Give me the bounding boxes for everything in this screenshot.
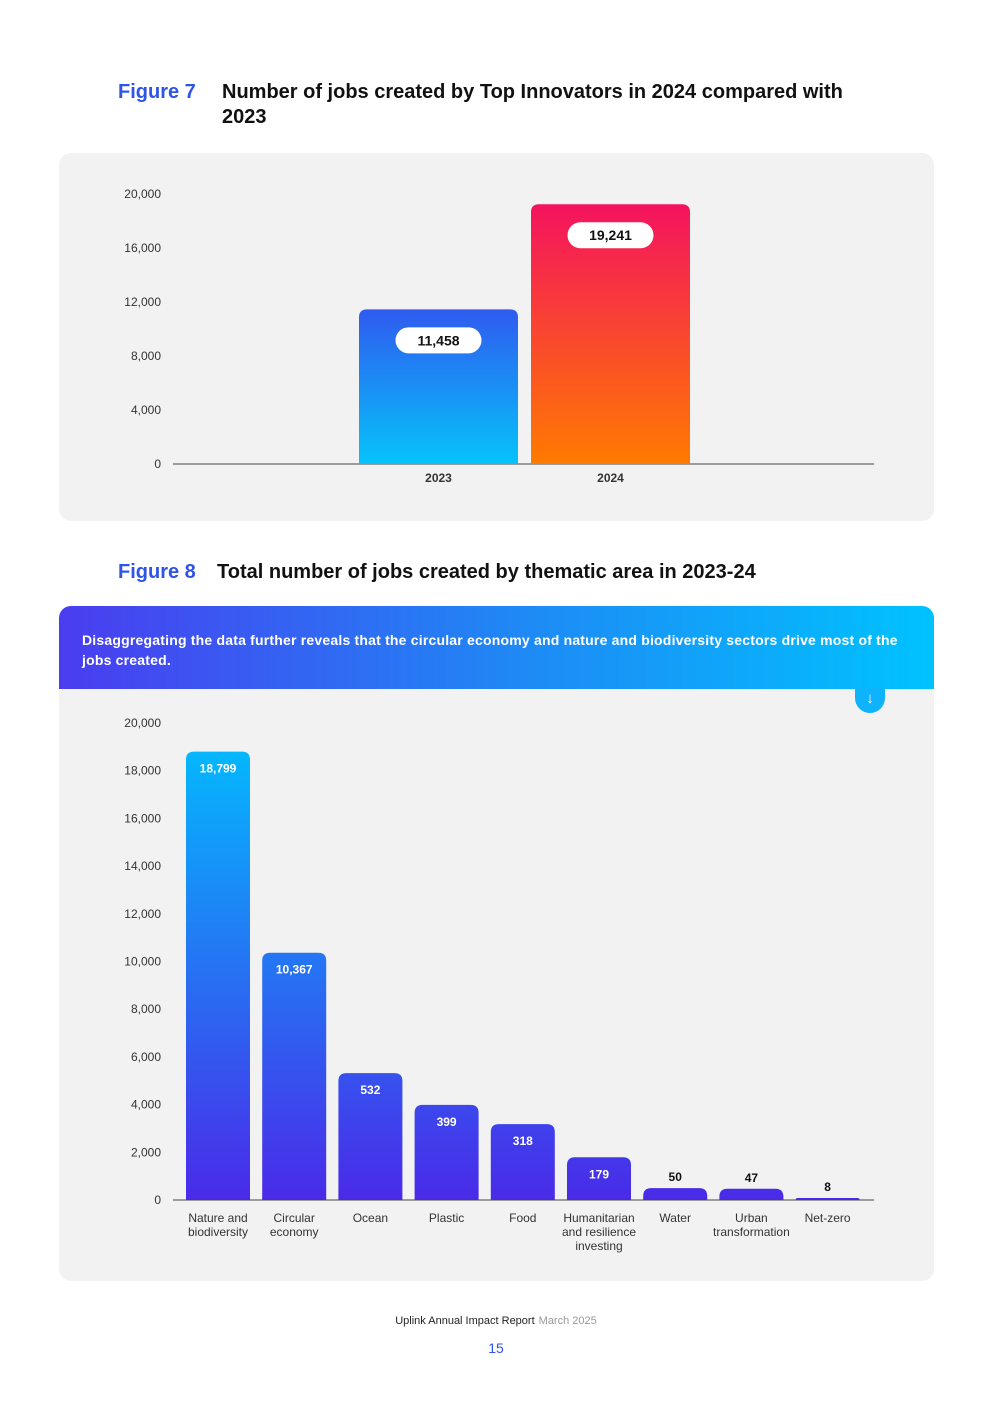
value-label: 19,241 — [589, 227, 632, 243]
value-label: 399 — [437, 1115, 457, 1129]
y-tick-label: 8,000 — [131, 1002, 161, 1016]
bar-food — [490, 1124, 555, 1200]
arrow-down-icon: ↓ — [855, 688, 885, 713]
y-tick-label: 8,000 — [131, 349, 161, 363]
x-tick-label: and resilience — [562, 1225, 636, 1239]
figure-8-heading: Total number of jobs created by thematic… — [217, 561, 756, 583]
footer: Uplink Annual Impact Report March 2025 — [0, 1315, 992, 1327]
x-tick-label: biodiversity — [188, 1225, 248, 1239]
bar-plastic — [414, 1104, 479, 1200]
x-tick-label: Net-zero — [805, 1211, 851, 1225]
y-tick-label: 16,000 — [124, 811, 161, 825]
y-tick-label: 0 — [154, 1193, 161, 1207]
bar-urban-transformation — [719, 1188, 784, 1200]
bar-2024 — [531, 204, 690, 464]
y-tick-label: 6,000 — [131, 1050, 161, 1064]
value-label: 8 — [824, 1180, 831, 1194]
x-tick-label: Nature and — [188, 1211, 247, 1225]
y-tick-label: 12,000 — [124, 295, 161, 309]
x-tick-label: economy — [270, 1225, 319, 1239]
figure-7-chart: 0 4,000 8,000 12,000 16,000 20,000 11,458 2023 1… — [124, 187, 874, 485]
page-number: 15 — [488, 1340, 504, 1356]
bar-circular-economy — [262, 952, 327, 1200]
footer-date: March 2025 — [538, 1315, 597, 1327]
value-label: 10,367 — [276, 963, 313, 977]
x-tick-label: Food — [509, 1211, 536, 1225]
value-label: 11,458 — [417, 332, 459, 348]
value-label: 532 — [360, 1083, 380, 1097]
value-label: 18,799 — [200, 762, 237, 776]
x-tick-label: 2024 — [597, 471, 624, 485]
figure-8-chart: 0 2,000 4,000 6,000 8,000 10,000 12,000 14,000 1… — [124, 716, 874, 1253]
value-label: 179 — [589, 1167, 609, 1181]
y-tick-label: 14,000 — [124, 859, 161, 873]
bar-ocean — [338, 1073, 403, 1200]
y-tick-label: 2,000 — [131, 1145, 161, 1159]
x-tick-label: Water — [659, 1211, 691, 1225]
figure-7-number: Figure 7 — [118, 81, 196, 103]
y-tick-label: 20,000 — [124, 716, 161, 730]
value-label: 50 — [669, 1170, 683, 1184]
y-tick-label: 0 — [154, 457, 161, 471]
x-tick-label: Circular — [274, 1211, 315, 1225]
figure-7-chart-card: 0 4,000 8,000 12,000 16,000 20,000 11,458 2023 1… — [59, 153, 934, 521]
figure-8-title: Figure 8 Total number of jobs created by… — [118, 560, 878, 585]
footer-report-name: Uplink Annual Impact Report — [395, 1315, 535, 1327]
figure-7-title: Figure 7 Number of jobs created by Top I… — [118, 80, 878, 130]
y-tick-label: 16,000 — [124, 241, 161, 255]
value-label: 318 — [513, 1134, 533, 1148]
figure-7-heading: Number of jobs created by Top Innovators… — [222, 81, 843, 128]
bar-humanitarian-and-resilience-investing — [567, 1157, 631, 1200]
x-tick-label: 2023 — [425, 471, 452, 485]
value-pill — [395, 327, 482, 354]
x-tick-label: Urban — [735, 1211, 768, 1225]
figure-8-banner: Disaggregating the data further reveals … — [59, 606, 934, 689]
y-tick-label: 4,000 — [131, 403, 161, 417]
x-tick-label: Plastic — [429, 1211, 464, 1225]
y-tick-label: 4,000 — [131, 1098, 161, 1112]
x-tick-label: transformation — [713, 1225, 790, 1239]
value-label: 47 — [745, 1171, 759, 1185]
y-tick-label: 12,000 — [124, 907, 161, 921]
bar-water — [643, 1188, 708, 1200]
y-tick-label: 18,000 — [124, 764, 161, 778]
figure-8-number: Figure 8 — [118, 561, 196, 583]
bar-nature-and-biodiversity — [186, 751, 250, 1200]
figure-8-banner-text: Disaggregating the data further reveals … — [82, 632, 898, 668]
value-pill — [567, 222, 654, 249]
y-tick-label: 10,000 — [124, 955, 161, 969]
x-tick-label: investing — [575, 1239, 622, 1253]
x-tick-label: Ocean — [353, 1211, 388, 1225]
y-tick-label: 20,000 — [124, 187, 161, 201]
figure-8-chart-card: Disaggregating the data further reveals … — [59, 606, 934, 1281]
x-tick-label: Humanitarian — [563, 1211, 634, 1225]
